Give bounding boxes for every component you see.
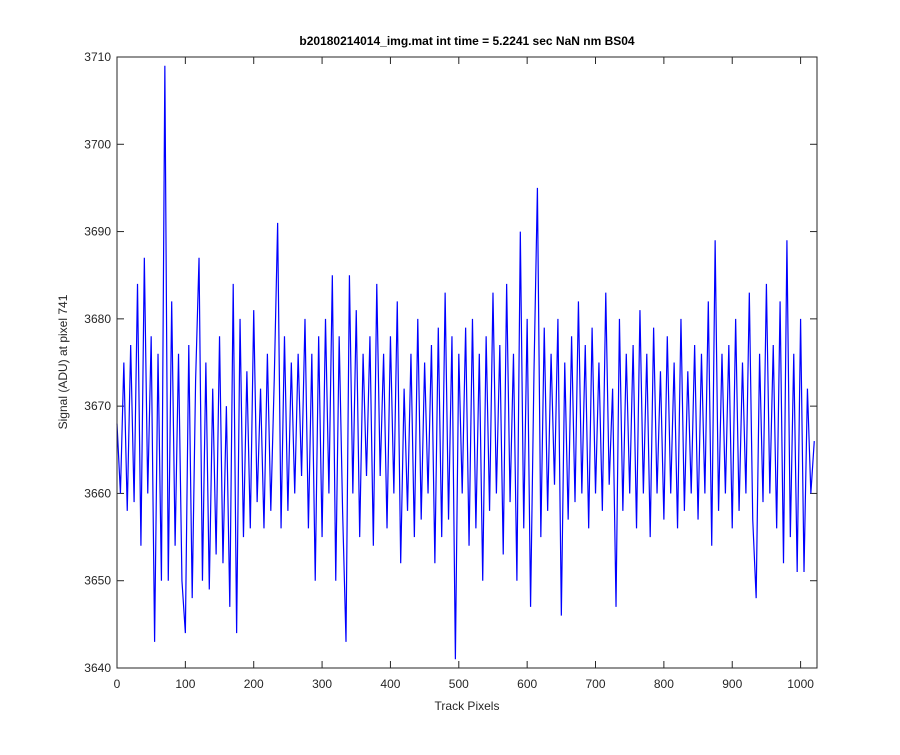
y-tick-label: 3670 <box>84 399 111 413</box>
y-axis-label: Signal (ADU) at pixel 741 <box>56 294 70 429</box>
x-tick-label: 0 <box>114 677 121 691</box>
y-tick-label: 3640 <box>84 661 111 675</box>
x-tick-label: 800 <box>654 677 674 691</box>
data-line <box>116 65 815 660</box>
y-tick-label: 3700 <box>84 137 111 151</box>
x-tick-label: 200 <box>244 677 264 691</box>
x-tick-label: 100 <box>175 677 195 691</box>
y-tick-label: 3690 <box>84 225 111 239</box>
chart-title: b20180214014_img.mat int time = 5.2241 s… <box>299 34 635 48</box>
x-axis-label: Track Pixels <box>435 699 500 713</box>
x-tick-label: 300 <box>312 677 332 691</box>
y-tick-label: 3660 <box>84 486 111 500</box>
y-tick-label: 3650 <box>84 574 111 588</box>
y-tick-label: 3710 <box>84 50 111 64</box>
x-tick-label: 600 <box>517 677 537 691</box>
x-tick-label: 500 <box>449 677 469 691</box>
y-tick-label: 3680 <box>84 312 111 326</box>
plot-frame <box>116 56 818 669</box>
x-tick-label: 1000 <box>787 677 814 691</box>
x-tick-label: 900 <box>722 677 742 691</box>
x-tick-label: 700 <box>586 677 606 691</box>
x-tick-label: 400 <box>380 677 400 691</box>
